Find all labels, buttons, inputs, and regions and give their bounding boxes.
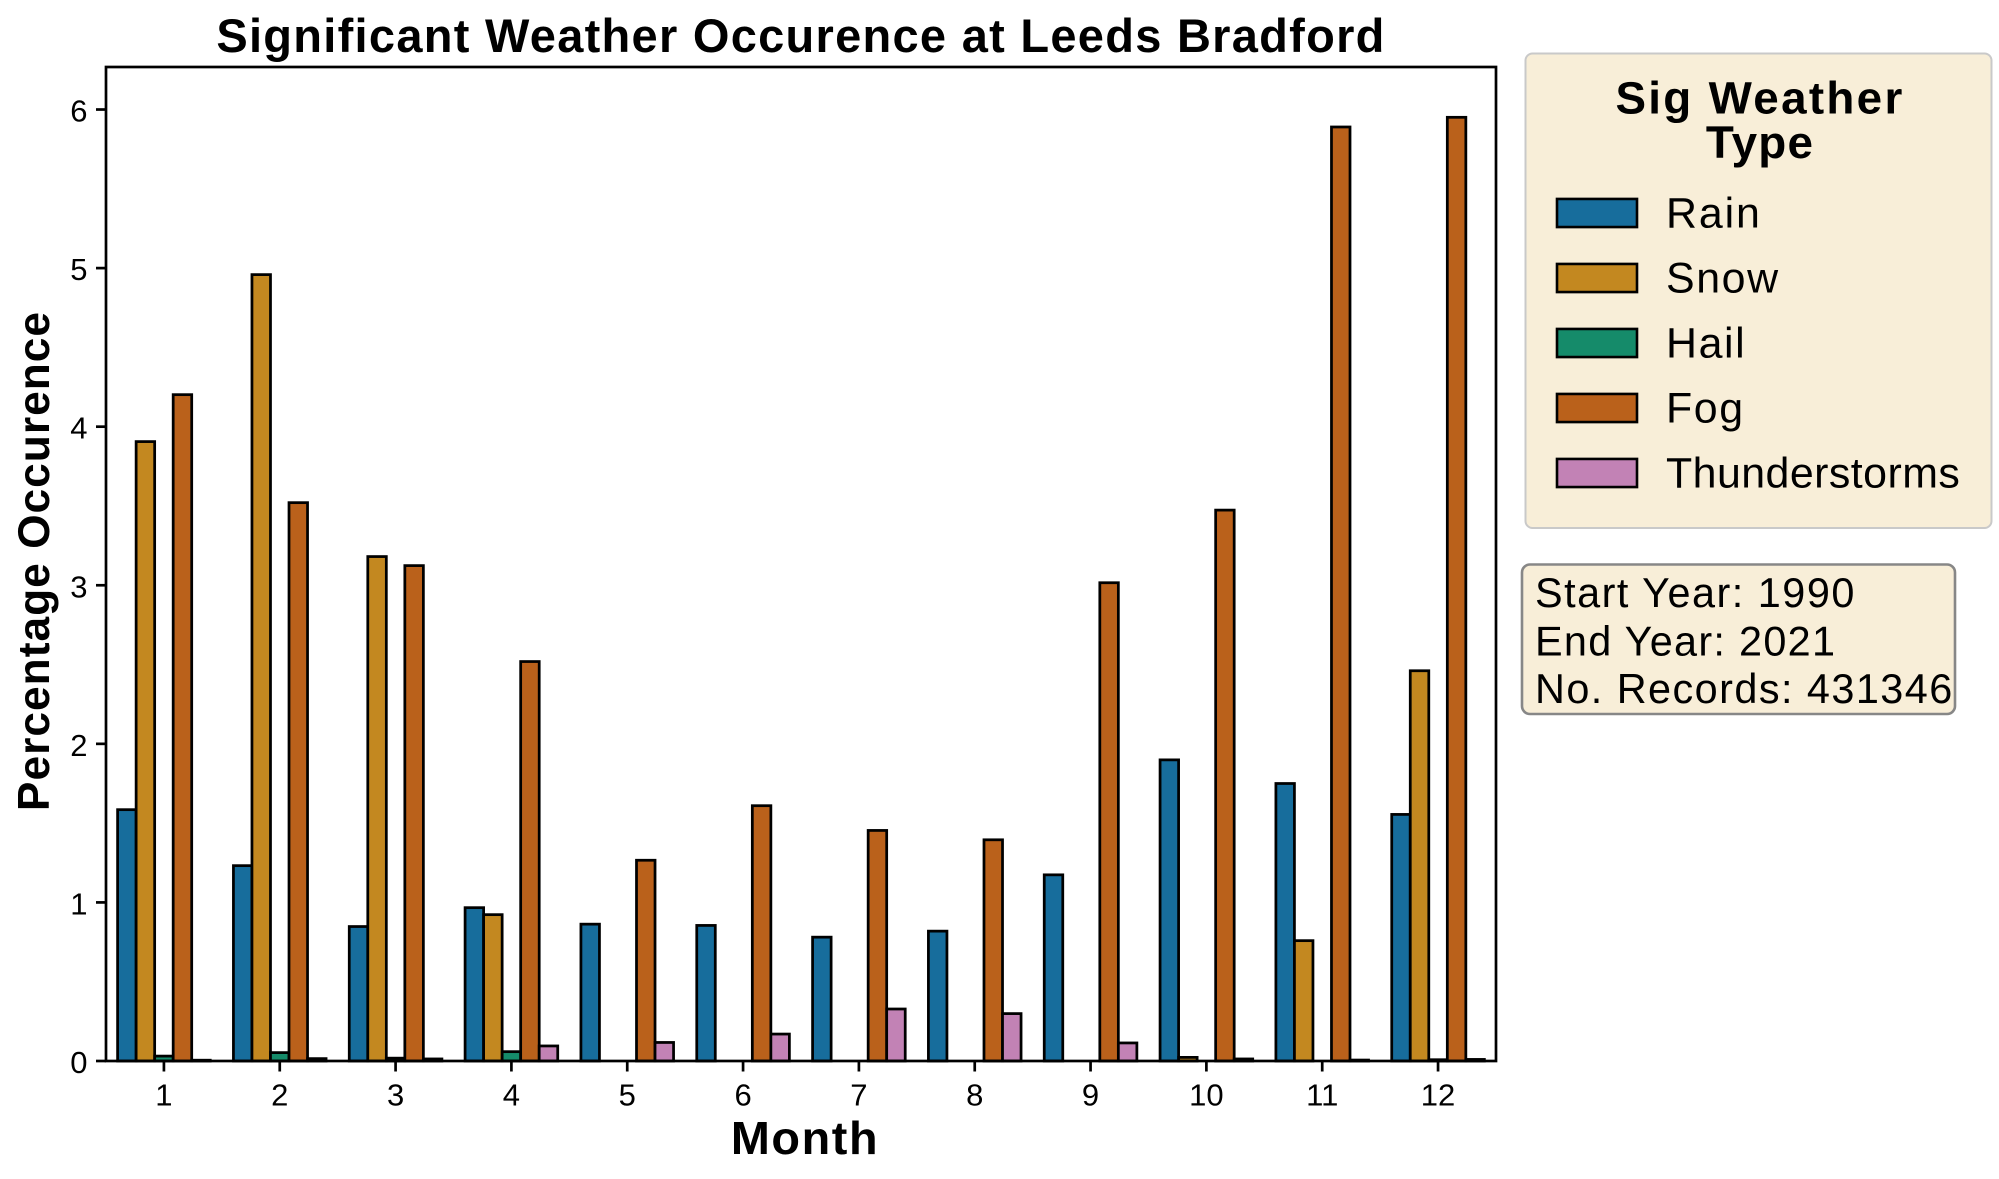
svg-text:5: 5 [619, 1078, 636, 1113]
svg-text:5: 5 [70, 252, 87, 287]
svg-text:8: 8 [966, 1078, 983, 1113]
svg-text:11: 11 [1306, 1078, 1338, 1113]
svg-text:End Year: 2021: End Year: 2021 [1535, 619, 1836, 665]
svg-text:Percentage Occurence: Percentage Occurence [10, 311, 59, 811]
svg-text:Type: Type [1706, 117, 1814, 168]
svg-text:Hail: Hail [1666, 320, 1746, 368]
svg-text:10: 10 [1189, 1078, 1223, 1113]
svg-text:6: 6 [70, 94, 87, 129]
svg-text:0: 0 [70, 1045, 87, 1080]
svg-text:Rain: Rain [1666, 190, 1762, 238]
svg-text:3: 3 [70, 569, 87, 604]
svg-text:1: 1 [155, 1078, 172, 1113]
svg-text:No. Records: 431346: No. Records: 431346 [1535, 666, 1954, 712]
svg-text:12: 12 [1421, 1078, 1455, 1113]
svg-text:4: 4 [503, 1078, 520, 1113]
svg-text:Sig Weather: Sig Weather [1615, 73, 1904, 124]
svg-text:2: 2 [70, 728, 87, 763]
svg-text:7: 7 [850, 1078, 867, 1113]
svg-text:Month: Month [731, 1112, 879, 1164]
svg-text:4: 4 [70, 411, 87, 446]
svg-text:6: 6 [734, 1078, 751, 1113]
svg-text:3: 3 [387, 1078, 404, 1113]
svg-text:1: 1 [70, 886, 87, 921]
svg-text:Fog: Fog [1666, 385, 1745, 433]
svg-text:9: 9 [1082, 1078, 1099, 1113]
svg-text:Snow: Snow [1666, 255, 1780, 303]
svg-text:Thunderstorms: Thunderstorms [1666, 450, 1960, 498]
svg-text:Start Year: 1990: Start Year: 1990 [1535, 570, 1856, 616]
svg-text:2: 2 [271, 1078, 288, 1113]
svg-text:Significant Weather Occurence: Significant Weather Occurence at Leeds B… [216, 9, 1385, 62]
